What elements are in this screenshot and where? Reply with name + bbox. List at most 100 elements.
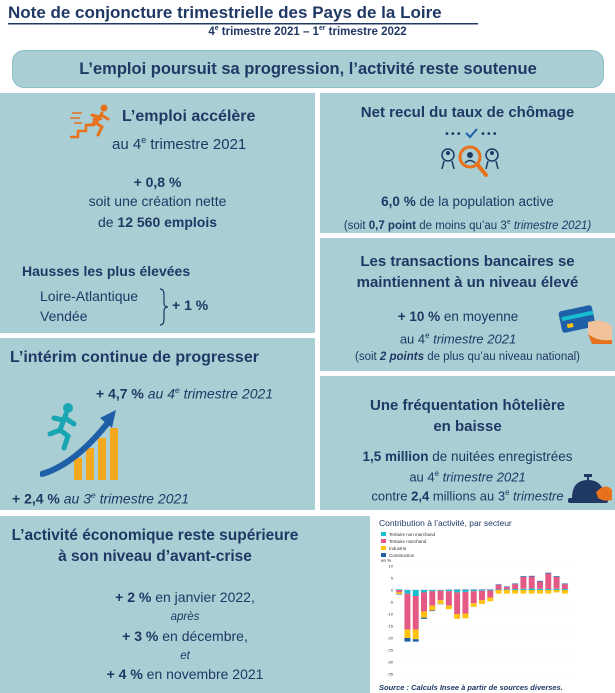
y-tick-label: -30 <box>387 660 394 665</box>
bar-segment <box>396 589 403 590</box>
bar-segment <box>553 576 560 577</box>
hotel-line3: contre 2,4 millions au 3e trimestre <box>371 488 564 504</box>
headline-text: L’emploi poursuit sa progression, l’acti… <box>79 60 537 78</box>
bar-segment <box>404 590 411 594</box>
dept-value: + 1 % <box>172 297 209 313</box>
bar-segment <box>512 584 519 590</box>
bar-segment <box>462 613 469 619</box>
bar-segment <box>421 617 427 619</box>
bar-segment <box>470 591 477 604</box>
bar-segment <box>520 576 527 577</box>
page-title: Note de conjoncture trimestrielle des Pa… <box>8 3 442 22</box>
bar-segment <box>445 590 452 592</box>
bar-segment <box>479 590 485 591</box>
bar-segment <box>412 590 419 596</box>
bar-segment <box>404 593 411 630</box>
bancaire-line3: (soit 2 points de plus qu’au niveau nati… <box>354 351 581 363</box>
bar-segment <box>528 588 535 590</box>
bar-segment <box>470 603 477 607</box>
bar-segment <box>429 591 436 606</box>
emploi-title: L’emploi accélère <box>122 108 256 125</box>
reception-bell-icon <box>568 474 612 503</box>
bar-segment <box>479 590 485 601</box>
bar-segment <box>487 590 494 598</box>
dept-vendee: Vendée <box>40 308 88 324</box>
bancaire-line2: au 4e trimestre 2021 <box>399 331 517 347</box>
activite-v1: + 2 % en janvier 2022, <box>115 589 255 605</box>
activite-title-1: L’activité économique reste supérieure <box>11 527 299 544</box>
activite-sep1: après <box>170 611 200 623</box>
legend-label: Industrie <box>389 546 407 551</box>
activite-v3: + 4 % en novembre 2021 <box>106 666 264 682</box>
bar-segment <box>454 590 461 593</box>
bar-segment <box>545 590 552 594</box>
activite-v2: + 3 % en décembre, <box>122 628 248 644</box>
panel-activite: L’activité économique reste supérieure à… <box>0 516 370 693</box>
bar-segment <box>479 600 485 604</box>
bar-segment <box>404 629 411 638</box>
y-axis-label: en % <box>381 558 391 563</box>
runner-stairs-icon <box>70 104 110 139</box>
legend-swatch <box>381 553 386 557</box>
interim-title: L’intérim continue de progresser <box>10 349 259 366</box>
chomage-line1: 6,0 % de la population active <box>381 194 554 209</box>
bar-segment <box>437 590 444 601</box>
bar-segment <box>445 591 452 606</box>
panel-chomage: Net recul du taux de chômage ••• ••• 6,0… <box>320 93 615 233</box>
bar-segment <box>396 592 403 595</box>
bar-segment <box>545 589 552 590</box>
y-tick-label: 0 <box>391 588 394 593</box>
bar-segment <box>520 590 527 594</box>
emploi-value: + 0,8 % <box>133 174 182 190</box>
legend-label: Construction <box>389 553 415 558</box>
legend-swatch <box>381 539 386 543</box>
brace-icon <box>159 288 169 326</box>
y-tick-label: -15 <box>387 624 394 629</box>
y-tick-label: 10 <box>389 564 394 569</box>
bar-segment <box>503 589 510 590</box>
activite-title-2: à son niveau d’avant-crise <box>58 548 252 565</box>
legend-swatch <box>381 546 386 550</box>
bar-segment <box>537 588 543 590</box>
hausses-title: Hausses les plus élevées <box>22 263 191 279</box>
legend-swatch <box>381 532 386 536</box>
bar-segment <box>421 590 427 593</box>
hotel-title-2: en baisse <box>433 418 502 435</box>
bar-segment <box>528 576 535 589</box>
bar-segment <box>561 589 568 590</box>
y-tick-label: -25 <box>387 648 394 653</box>
card-payment-icon <box>558 305 612 344</box>
bar-segment <box>553 590 560 593</box>
page-header: Note de conjoncture trimestrielle des Pa… <box>0 0 615 46</box>
activite-sep2: et <box>180 650 190 662</box>
headline-banner: L’emploi poursuit sa progression, l’acti… <box>12 50 604 88</box>
bar-segment <box>396 590 403 593</box>
emploi-line4: soit une création nette <box>88 193 227 209</box>
chomage-line2: (soit 0,7 point de moins qu’au 3e trimes… <box>343 219 592 232</box>
bar-segment <box>553 588 560 590</box>
y-tick-label: -5 <box>389 600 393 605</box>
chart-bars <box>396 572 568 642</box>
hotel-line2: au 4e trimestre 2021 <box>409 469 526 485</box>
y-tick-label: -10 <box>387 612 394 617</box>
bar-segment <box>512 589 519 590</box>
bar-segment <box>421 611 427 618</box>
sector-contribution-chart: Tertiaire non marchand Tertiaire marchand… <box>373 528 573 683</box>
emploi-line5: de 12 560 emplois <box>97 214 218 230</box>
bar-segment <box>503 586 510 590</box>
interim-v1: + 4,7 % au 4e trimestre 2021 <box>96 385 274 402</box>
chart-title: Contribution à l’activité, par secteur <box>379 518 512 528</box>
page-subtitle: 4e trimestre 2021 – 1er trimestre 2022 <box>208 25 407 38</box>
bar-segment <box>528 575 535 577</box>
growth-runner-icon <box>40 403 118 480</box>
bar-segment <box>437 600 444 604</box>
title-underline <box>8 23 478 25</box>
bar-segment <box>503 590 510 594</box>
emploi-period: au 4e trimestre 2021 <box>112 135 247 153</box>
bar-segment <box>561 590 568 594</box>
svg-text:•••: ••• <box>480 129 498 140</box>
bancaire-title-1: Les transactions bancaires se <box>360 253 575 270</box>
interim-v2: + 2,4 % au 3e trimestre 2021 <box>12 490 190 507</box>
bar-segment <box>462 590 469 592</box>
chomage-title: Net recul du taux de chômage <box>360 104 575 121</box>
